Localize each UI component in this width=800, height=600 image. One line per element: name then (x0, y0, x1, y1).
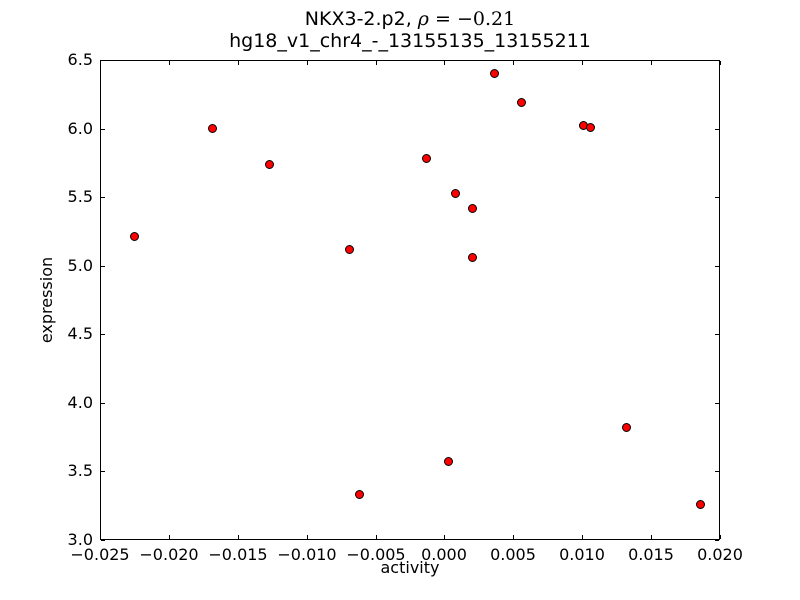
y-tick-left (101, 540, 105, 541)
x-tick-label: 0.005 (490, 545, 536, 564)
y-tick-label: 5.0 (67, 256, 93, 275)
x-tick-label: −0.015 (208, 545, 268, 564)
scatter-point (422, 154, 432, 164)
x-tick-label: 0.020 (697, 545, 743, 564)
y-tick-label: 6.0 (67, 119, 93, 138)
y-tick-left (101, 334, 105, 335)
scatter-point (696, 499, 706, 509)
y-tick-label: 5.5 (67, 187, 93, 206)
x-tick-label: 0.015 (628, 545, 674, 564)
y-tick-label: 4.5 (67, 324, 93, 343)
scatter-point (208, 124, 218, 134)
x-tick-label: −0.025 (70, 545, 130, 564)
y-tick-right (715, 266, 719, 267)
x-tick-bottom (169, 535, 170, 539)
x-tick-top (238, 61, 239, 65)
rho-value: = −0.21 (428, 8, 516, 30)
x-tick-bottom (720, 535, 721, 539)
y-tick-right (715, 334, 719, 335)
x-tick-bottom (376, 535, 377, 539)
y-tick-label: 3.5 (67, 461, 93, 480)
y-tick-label: 4.0 (67, 393, 93, 412)
y-tick-right (715, 60, 719, 61)
y-axis-label: expression (37, 256, 56, 344)
y-tick-right (715, 471, 719, 472)
x-tick-bottom (444, 535, 445, 539)
x-tick-label: −0.005 (346, 545, 406, 564)
y-tick-left (101, 197, 105, 198)
x-tick-bottom (513, 535, 514, 539)
y-tick-left (101, 403, 105, 404)
x-tick-bottom (238, 535, 239, 539)
x-tick-top (720, 61, 721, 65)
x-tick-top (651, 61, 652, 65)
scatter-point (344, 244, 354, 254)
chart-title-line1: NKX3-2.p2, ρ = −0.21 (100, 8, 720, 30)
scatter-point (585, 122, 595, 132)
y-tick-right (715, 197, 719, 198)
x-tick-label: 0.010 (559, 545, 605, 564)
scatter-point (467, 252, 477, 262)
scatter-point (517, 98, 527, 107)
scatter-point (444, 457, 454, 467)
y-tick-left (101, 471, 105, 472)
x-axis-label: activity (380, 558, 440, 577)
scatter-point (467, 203, 477, 213)
chart-title-gene: NKX3-2.p2, (304, 8, 418, 30)
x-tick-top (444, 61, 445, 65)
y-tick-right (715, 540, 719, 541)
x-tick-top (100, 61, 101, 65)
x-tick-top (376, 61, 377, 65)
scatter-point (129, 232, 139, 242)
scatter-point (450, 188, 460, 198)
x-tick-label: −0.010 (277, 545, 337, 564)
x-tick-bottom (582, 535, 583, 539)
rho-symbol: ρ (417, 8, 429, 30)
y-tick-label: 6.5 (67, 50, 93, 69)
y-tick-left (101, 129, 105, 130)
x-tick-top (169, 61, 170, 65)
x-tick-label: 0.000 (421, 545, 467, 564)
y-tick-right (715, 403, 719, 404)
y-tick-label: 3.0 (67, 530, 93, 549)
x-tick-bottom (100, 535, 101, 539)
x-tick-top (513, 61, 514, 65)
x-tick-label: −0.020 (139, 545, 199, 564)
scatter-point (354, 490, 364, 500)
x-tick-top (582, 61, 583, 65)
x-tick-bottom (651, 535, 652, 539)
y-tick-left (101, 60, 105, 61)
plot-area (100, 60, 720, 540)
scatter-point (621, 423, 631, 433)
x-tick-bottom (307, 535, 308, 539)
chart-title-line2: hg18_v1_chr4_-_13155135_13155211 (229, 30, 591, 52)
scatter-point (264, 159, 274, 169)
y-tick-left (101, 266, 105, 267)
scatter-point (489, 69, 499, 79)
x-tick-top (307, 61, 308, 65)
y-tick-right (715, 129, 719, 130)
